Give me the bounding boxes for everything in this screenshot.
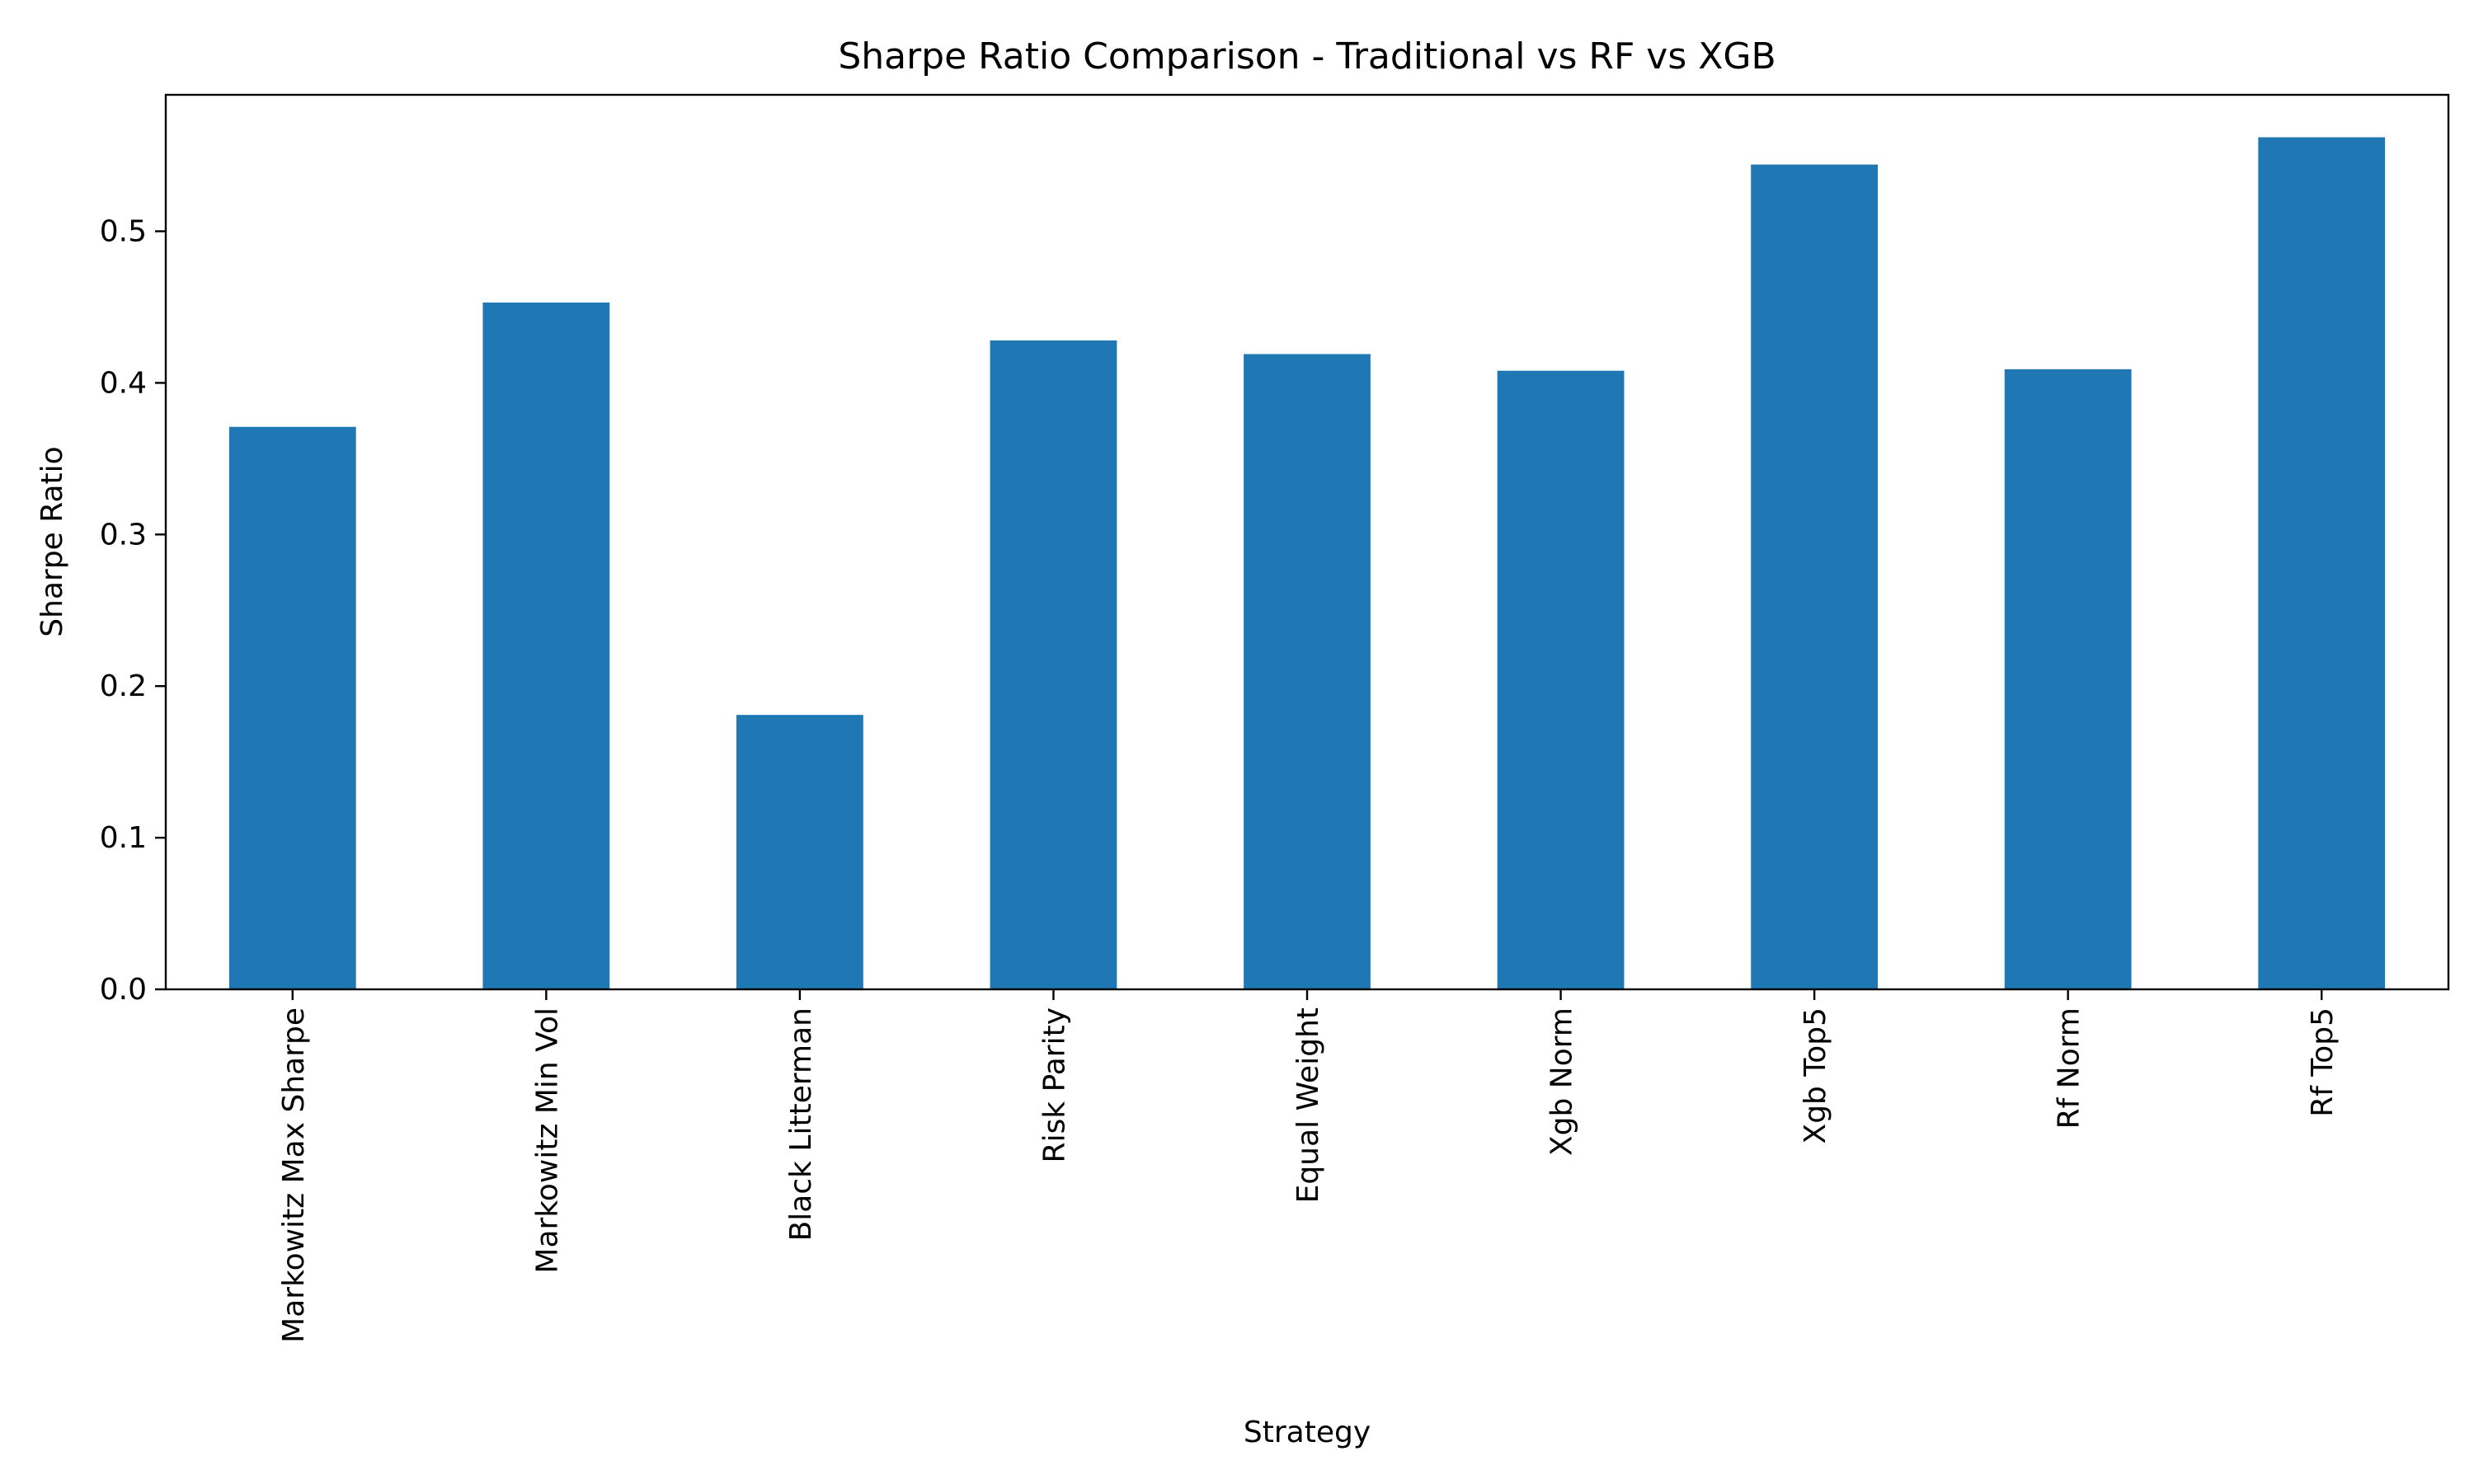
- y-axis-ticks: 0.0 0.1 0.2 0.3 0.4 0.5: [100, 215, 166, 1007]
- x-axis-ticks: Markowitz Max Sharpe Markowitz Min Vol Bla…: [277, 989, 2340, 1343]
- plot-frame: [164, 93, 2450, 991]
- x-axis-title: Strategy: [1244, 1416, 1371, 1449]
- y-tick-label: 0.3: [100, 518, 147, 552]
- bar-markowitz-max-sharpe: [228, 426, 356, 989]
- x-tick-label: Risk Parity: [1037, 1007, 1071, 1162]
- y-tick-label: 0.1: [100, 821, 147, 855]
- x-tick-label: Markowitz Min Vol: [530, 1007, 564, 1274]
- bar-markowitz-min-vol: [482, 302, 610, 989]
- bar-risk-parity: [990, 340, 1117, 989]
- y-tick-label: 0.4: [100, 366, 147, 400]
- x-tick-label: Markowitz Max Sharpe: [277, 1007, 311, 1343]
- y-axis-title: Sharpe Ratio: [35, 446, 69, 636]
- bar-rf-top5: [2258, 137, 2386, 989]
- y-tick-label: 0.5: [100, 215, 147, 249]
- bar-xgb-top5: [1751, 164, 1878, 990]
- chart-title: Sharpe Ratio Comparison - Traditional vs…: [838, 35, 1776, 77]
- bar-black-litterman: [736, 715, 863, 989]
- bar-rf-norm: [2004, 369, 2132, 989]
- bar-xgb-norm: [1497, 370, 1625, 989]
- x-tick-label: Rf Norm: [2053, 1007, 2086, 1129]
- x-tick-label: Rf Top5: [2306, 1007, 2340, 1117]
- x-tick-label: Black Litterman: [784, 1007, 818, 1241]
- y-tick-label: 0.0: [100, 973, 147, 1007]
- x-tick-label: Xgb Norm: [1545, 1007, 1579, 1156]
- bar-equal-weight: [1244, 354, 1371, 990]
- bars-layer: [228, 137, 2386, 990]
- x-tick-label: Xgb Top5: [1799, 1007, 1832, 1144]
- y-tick-label: 0.2: [100, 669, 147, 703]
- x-tick-label: Equal Weight: [1291, 1007, 1325, 1203]
